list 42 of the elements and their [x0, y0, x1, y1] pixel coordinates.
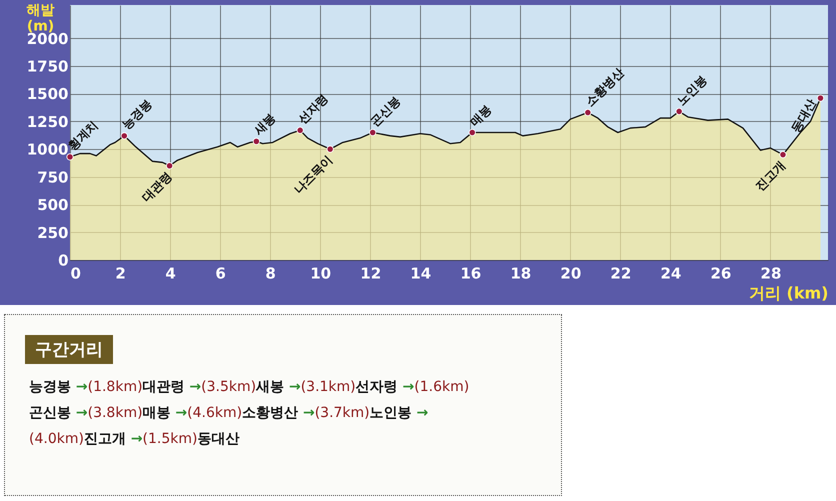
- point: [120, 132, 128, 140]
- x-tick-label: 8: [265, 264, 276, 282]
- point: [584, 108, 592, 116]
- x-tick-label: 20: [560, 264, 582, 282]
- point: [816, 94, 824, 102]
- annotation: 새봉: [250, 110, 278, 139]
- x-tick-label: 28: [760, 264, 782, 282]
- x-tick-label: 24: [660, 264, 682, 282]
- y-tick-label: 1500: [26, 85, 68, 104]
- x-axis-title: 거리 (km): [748, 284, 828, 302]
- x-tick-label: 22: [610, 264, 632, 282]
- text: 구간거리: [25, 335, 113, 364]
- y-tick-label: 1250: [26, 112, 68, 131]
- x-tick-label: 18: [510, 264, 532, 282]
- y-tick-label: 1000: [26, 140, 68, 159]
- y-tick-label: 250: [37, 224, 68, 242]
- point: [326, 146, 334, 153]
- point: [66, 153, 74, 160]
- x-tick-label: 14: [410, 264, 432, 282]
- x-tick-label: 10: [310, 264, 332, 282]
- x-tick-label: 4: [165, 264, 176, 282]
- point: [369, 128, 376, 136]
- x-tick-label: 0: [70, 264, 81, 282]
- x-tick-label: 16: [460, 264, 482, 282]
- x-tick-label: 26: [710, 264, 732, 282]
- point: [296, 126, 304, 134]
- point: [252, 138, 260, 145]
- point: [676, 108, 683, 115]
- text: 능경봉 →(1.8km)대관령 →(3.5km)새봉 →(3.1km)선자령 →(1.6km): [29, 379, 470, 395]
- x-tick-label: 6: [215, 264, 226, 282]
- y-tick-label: 750: [37, 168, 68, 186]
- x-tick-label: 2: [115, 264, 126, 282]
- annotation: 매봉: [467, 102, 494, 129]
- y-tick-label: 0: [58, 252, 68, 270]
- text: (4.0km)진고개 →(1.5km)동대산: [29, 431, 240, 447]
- y-tick-label: 1750: [26, 57, 68, 76]
- y-tick-label: 500: [37, 196, 68, 214]
- text: 곤신봉 →(3.8km)매봉 →(4.6km)소황병산 →(3.7km)노인봉 →: [29, 405, 428, 421]
- x-tick-label: 12: [360, 264, 382, 282]
- point: [468, 128, 476, 136]
- point: [166, 162, 174, 170]
- point: [779, 151, 787, 158]
